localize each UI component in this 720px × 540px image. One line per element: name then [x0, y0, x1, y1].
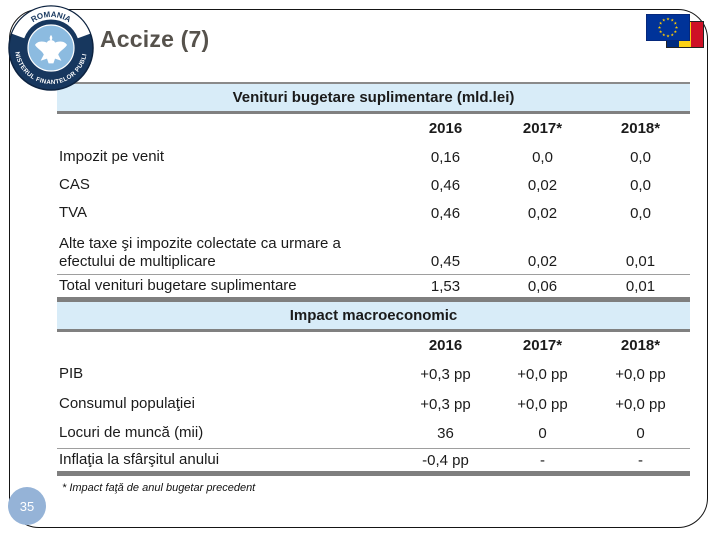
table2-row-locuri: Locuri de muncă (mii) 36 0 0 — [57, 419, 690, 448]
year-col-2018: 2018* — [620, 120, 661, 137]
svg-text:ROMANIA: ROMANIA — [29, 10, 72, 24]
table1-row-alte-taxe: Alte taxe şi impozite colectate ca urmar… — [57, 228, 690, 274]
footnote: * Impact faţă de anul bugetar precedent — [62, 482, 256, 494]
eagle-icon — [35, 35, 67, 64]
row-label: Alte taxe şi impozite colectate ca urmar… — [59, 234, 341, 271]
row-label: PIB — [59, 364, 84, 382]
cell-2016: -0,4 pp — [422, 451, 469, 469]
cell-2018: 0,0 — [630, 176, 651, 194]
cell-2017: 0 — [538, 425, 547, 442]
row-label: Consumul populaţiei — [59, 394, 195, 412]
cell-2016: 36 — [437, 425, 454, 442]
year-col-2018: 2018* — [620, 337, 661, 354]
cell-2016: +0,3 pp — [420, 395, 471, 413]
cell-2018: 0,0 — [630, 148, 651, 166]
cell-2017: 0,06 — [527, 277, 558, 295]
cell-2017: +0,0 pp — [517, 395, 568, 413]
cell-2017: - — [540, 451, 545, 469]
mfp-seal-icon: ROMANIA MINISTERUL FINANTELOR PUBLICE — [5, 0, 94, 91]
table2-year-header: 2016 2017* 2018* — [57, 332, 690, 359]
cell-2017: +0,0 pp — [517, 365, 568, 383]
cell-2016: 0,46 — [430, 205, 461, 222]
year-col-2017: 2017* — [522, 120, 563, 137]
eu-flag-icon — [645, 13, 691, 42]
cell-2016: 1,53 — [430, 277, 461, 295]
row-label: Locuri de muncă (mii) — [59, 424, 204, 442]
cell-2018: 0 — [636, 425, 645, 442]
cell-2018: 0,0 — [630, 205, 651, 222]
cell-2017: 0,02 — [527, 205, 558, 222]
table1-row-total: Total venituri bugetare suplimentare 1,5… — [57, 274, 690, 302]
cell-2016: 0,46 — [430, 176, 461, 194]
page-number-badge: 35 — [8, 487, 46, 525]
cell-2018: +0,0 pp — [615, 395, 666, 413]
row-label: Impozit pe venit — [59, 147, 165, 165]
tables-area: Venituri bugetare suplimentare (mld.lei)… — [57, 82, 690, 476]
cell-2018: - — [638, 451, 643, 469]
table1-row-tva: TVA 0,46 0,02 0,0 — [57, 199, 690, 228]
table2-row-pib: PIB +0,3 pp +0,0 pp +0,0 pp — [57, 359, 690, 389]
cell-2016: +0,3 pp — [420, 365, 471, 383]
row-label: Total venituri bugetare suplimentare — [59, 276, 297, 294]
cell-2016: 0,16 — [430, 148, 461, 166]
row-label: Inflaţia la sfârşitul anului — [59, 450, 220, 468]
cell-2016: 0,45 — [430, 253, 461, 270]
year-col-2016: 2016 — [428, 337, 463, 354]
table2-row-consum: Consumul populaţiei +0,3 pp +0,0 pp +0,0… — [57, 389, 690, 419]
mfp-seal-svg: ROMANIA MINISTERUL FINANTELOR PUBLICE — [5, 0, 94, 91]
row-label: CAS — [59, 175, 90, 193]
row-label: TVA — [59, 204, 88, 222]
year-col-2016: 2016 — [428, 120, 463, 137]
cell-2017: 0,0 — [532, 148, 553, 166]
cell-2018: 0,01 — [625, 253, 656, 270]
slide-border-frame — [9, 9, 708, 528]
slide-title: Accize (7) — [100, 26, 210, 52]
cell-2017: 0,02 — [527, 176, 558, 194]
table2-title-band: Impact macroeconomic — [57, 302, 690, 332]
table1-row-impozit: Impozit pe venit 0,16 0,0 0,0 — [57, 143, 690, 171]
table1-row-cas: CAS 0,46 0,02 0,0 — [57, 171, 690, 199]
table1-title-band: Venituri bugetare suplimentare (mld.lei) — [57, 82, 690, 114]
table1-year-header: 2016 2017* 2018* — [57, 114, 690, 143]
cell-2018: +0,0 pp — [615, 365, 666, 383]
table2-row-inflatie: Inflaţia la sfârşitul anului -0,4 pp - - — [57, 448, 690, 476]
seal-country-text: ROMANIA — [29, 10, 72, 24]
year-col-2017: 2017* — [522, 337, 563, 354]
cell-2017: 0,02 — [527, 253, 558, 270]
cell-2018: 0,01 — [625, 277, 656, 295]
